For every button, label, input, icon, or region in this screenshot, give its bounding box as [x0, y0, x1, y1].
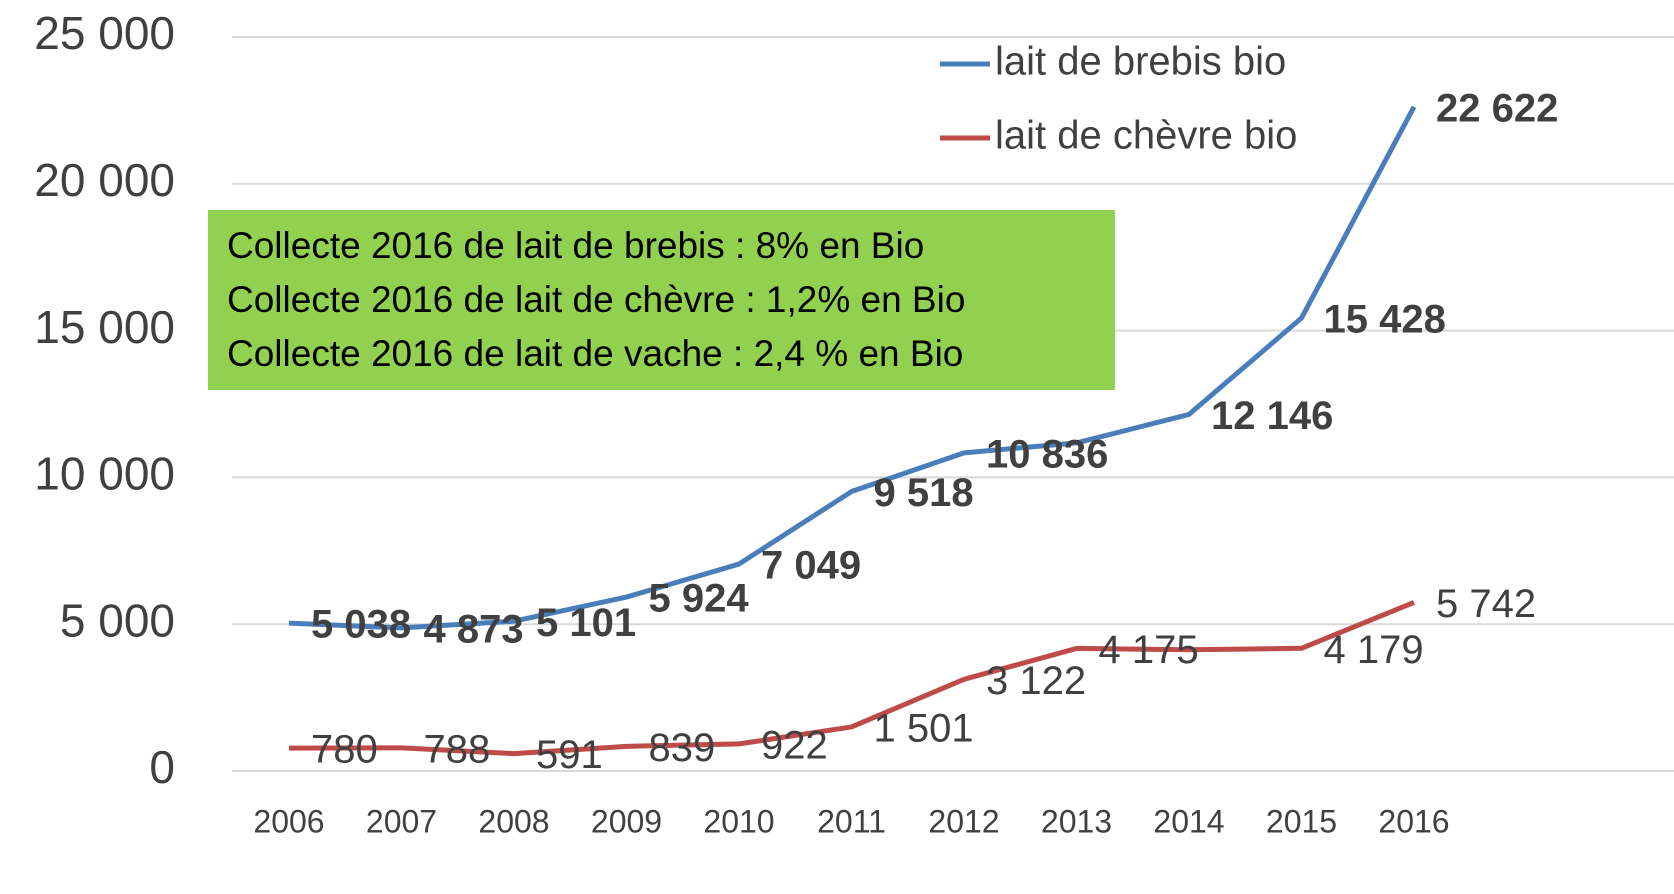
annotation-box — [208, 210, 1115, 390]
x-tick-label: 2007 — [366, 803, 437, 839]
x-tick-label: 2016 — [1378, 803, 1449, 839]
y-tick-label: 20 000 — [34, 154, 175, 206]
data-label: 15 428 — [1324, 298, 1446, 342]
y-tick-label: 5 000 — [60, 594, 175, 646]
data-label: 780 — [311, 728, 378, 772]
data-label: 22 622 — [1436, 86, 1558, 130]
data-label: 7 049 — [761, 544, 861, 588]
x-tick-label: 2012 — [928, 803, 999, 839]
data-label: 10 836 — [986, 432, 1108, 476]
data-label: 3 122 — [986, 659, 1086, 703]
x-tick-label: 2013 — [1041, 803, 1112, 839]
x-tick-label: 2011 — [817, 803, 886, 839]
x-tick-label: 2010 — [703, 803, 774, 839]
legend-label: lait de brebis bio — [995, 40, 1286, 84]
data-label: 1 501 — [874, 706, 974, 750]
legend-label: lait de chèvre bio — [995, 114, 1297, 158]
data-label: 4 873 — [424, 607, 524, 651]
data-label: 788 — [424, 727, 491, 771]
line — [288, 600, 1415, 757]
data-label: 12 146 — [1211, 394, 1333, 438]
data-label: 5 742 — [1436, 582, 1536, 626]
data-label: 9 518 — [874, 471, 974, 515]
y-tick-label: 25 000 — [34, 7, 175, 59]
data-label: 5 101 — [536, 601, 636, 645]
data-label: 591 — [536, 733, 603, 777]
x-tick-label: 2014 — [1153, 803, 1224, 839]
data-label: 5 038 — [311, 603, 411, 647]
data-label: 922 — [761, 723, 828, 767]
x-tick-label: 2008 — [478, 803, 549, 839]
annotation: Collecte 2016 de lait de vache : 2,4 % e… — [227, 333, 963, 374]
x-tick-label: 2006 — [253, 803, 324, 839]
data-label: 4 175 — [1099, 628, 1199, 672]
x-tick-label: 2015 — [1266, 803, 1337, 839]
y-tick-label: 10 000 — [34, 448, 175, 500]
data-label: 839 — [649, 726, 716, 770]
data-label: 5 924 — [649, 577, 750, 621]
annotation: Collecte 2016 de lait de brebis : 8% en … — [227, 225, 924, 266]
annotation: Collecte 2016 de lait de chèvre : 1,2% e… — [227, 279, 965, 320]
data-label: 4 179 — [1324, 628, 1424, 672]
y-tick-label: 0 — [149, 741, 175, 793]
y-tick-label: 15 000 — [34, 301, 175, 353]
line — [288, 105, 1417, 631]
x-tick-label: 2009 — [591, 803, 662, 839]
